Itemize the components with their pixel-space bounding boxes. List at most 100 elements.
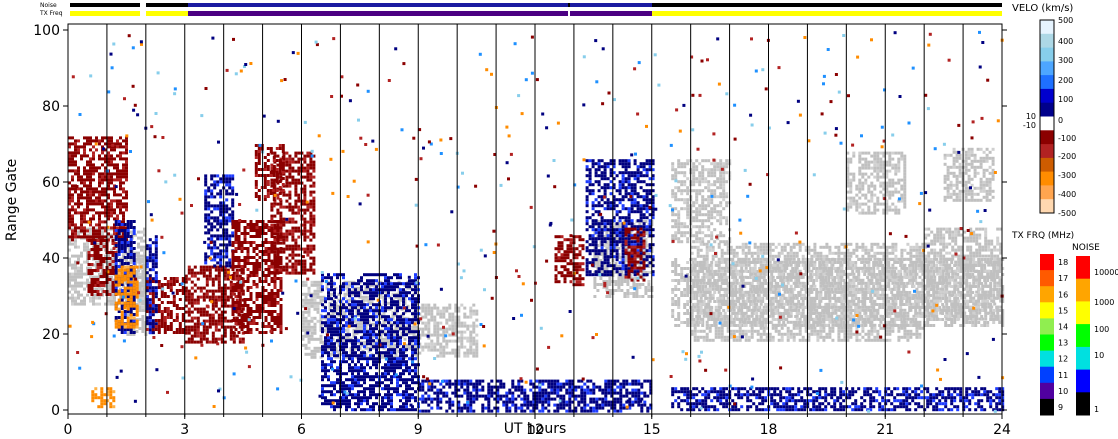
range-cell	[819, 326, 823, 330]
range-cell	[412, 331, 416, 335]
range-cell	[771, 308, 775, 312]
range-cell	[771, 254, 775, 258]
range-cell	[765, 296, 769, 300]
range-cell	[846, 323, 850, 327]
range-cell	[825, 317, 829, 321]
range-cell	[644, 289, 648, 292]
range-cell	[71, 299, 74, 303]
range-cell	[783, 254, 787, 258]
range-cell	[720, 254, 724, 258]
range-cell	[680, 294, 684, 297]
range-cell	[774, 293, 778, 297]
range-cell	[903, 290, 907, 294]
range-cell	[903, 317, 907, 321]
range-cell	[810, 326, 814, 330]
range-cell	[756, 329, 760, 333]
range-cell	[693, 269, 697, 273]
range-cell	[938, 267, 942, 270]
range-cell	[881, 291, 885, 294]
range-cell	[696, 245, 700, 249]
range-cell	[828, 260, 832, 264]
range-cell	[932, 264, 936, 267]
range-cell	[864, 314, 868, 318]
range-cell	[319, 316, 323, 320]
range-cell	[699, 278, 703, 282]
range-cell	[867, 260, 871, 264]
range-cell	[918, 299, 922, 303]
range-cell	[819, 335, 823, 339]
range-cell	[445, 351, 449, 355]
range-cell	[469, 333, 473, 337]
range-cell	[729, 251, 733, 255]
range-cell	[914, 309, 918, 312]
range-cell	[313, 316, 317, 320]
range-cell	[421, 330, 425, 334]
range-cell	[807, 266, 811, 270]
range-cell	[831, 320, 835, 324]
range-cell	[711, 293, 715, 297]
range-cell	[726, 329, 730, 333]
range-cell	[83, 296, 86, 300]
range-cell	[451, 330, 455, 334]
range-cell	[744, 281, 748, 285]
range-cell	[837, 287, 841, 291]
range-cell	[726, 257, 730, 261]
range-cell	[863, 303, 867, 306]
range-cell	[789, 308, 793, 312]
range-cell	[930, 299, 934, 303]
range-cell	[759, 308, 763, 312]
range-cell	[83, 287, 86, 291]
range-cell	[890, 273, 894, 276]
range-cell	[738, 272, 742, 276]
range-cell	[807, 311, 811, 315]
range-cell	[683, 279, 687, 282]
range-cell	[756, 308, 760, 312]
range-cell	[989, 309, 993, 312]
range-cell	[815, 297, 819, 300]
range-cell	[834, 281, 838, 285]
range-cell	[885, 260, 889, 264]
range-cell	[735, 338, 739, 342]
range-cell	[783, 308, 787, 312]
range-cell	[325, 331, 329, 335]
range-cell	[696, 329, 700, 333]
range-cell	[825, 257, 829, 261]
range-cell	[887, 273, 891, 276]
range-cell	[891, 329, 895, 333]
range-cell	[762, 338, 766, 342]
range-cell	[786, 257, 790, 261]
range-cell	[918, 257, 922, 261]
range-cell	[885, 275, 889, 279]
range-cell	[313, 337, 317, 341]
range-cell	[729, 290, 733, 294]
range-cell	[442, 351, 446, 355]
range-cell	[887, 282, 891, 285]
range-cell	[918, 263, 922, 267]
range-cell	[912, 332, 916, 336]
range-cell	[903, 332, 907, 336]
range-cell	[870, 326, 874, 330]
range-cell	[965, 321, 969, 324]
range-cell	[804, 257, 808, 261]
range-cell	[750, 290, 754, 294]
range-cell	[833, 276, 837, 279]
range-cell	[427, 327, 431, 331]
range-cell	[947, 312, 951, 315]
range-cell	[391, 343, 395, 347]
range-cell	[864, 338, 868, 342]
range-cell	[855, 254, 859, 258]
range-cell	[720, 281, 724, 285]
range-cell	[307, 304, 311, 308]
range-cell	[780, 281, 784, 285]
range-cell	[962, 276, 966, 279]
range-cell	[783, 248, 787, 252]
range-cell	[671, 300, 675, 303]
range-cell	[89, 296, 92, 300]
range-cell	[920, 267, 924, 270]
range-cell	[723, 257, 727, 261]
range-cell	[638, 286, 642, 289]
range-cell	[430, 333, 434, 337]
range-cell	[867, 305, 871, 309]
range-cell	[593, 286, 597, 289]
range-cell	[635, 295, 639, 298]
